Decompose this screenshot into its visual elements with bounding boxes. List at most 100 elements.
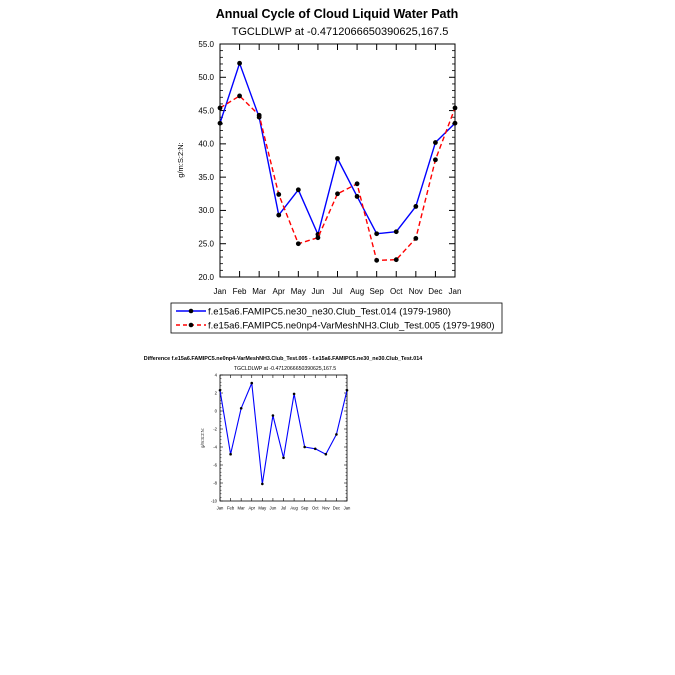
chart1-series-2-point [295, 241, 301, 247]
chart2-y-tick-label: -4 [213, 444, 217, 449]
chart2-x-tick-label: Sep [301, 506, 309, 511]
chart2-y-tick-label: 4 [215, 372, 218, 377]
chart1-series-1-point [295, 187, 301, 193]
chart2-y-tick-label: 0 [215, 408, 218, 413]
chart-annual-cycle: Annual Cycle of Cloud Liquid Water Path … [170, 7, 503, 334]
legend-marker-series-2 [188, 322, 194, 328]
chart2-series-1-point [218, 389, 222, 392]
chart2-x-axis: Jan Feb Mar Apr May Jun Jul Aug Sep Oct Nov Dec Jan [217, 375, 351, 511]
chart1-x-axis: Jan Feb Mar Apr May Jun Jul Aug Sep Oct Nov Dec Jan [214, 44, 462, 296]
chart2-x-tick-label: Mar [238, 506, 246, 511]
chart2-x-tick-label: Jan [217, 506, 224, 511]
chart1-y-tick-label: 55.0 [198, 40, 214, 49]
chart1-series-2-point [256, 112, 262, 118]
chart2-series-1-point [229, 452, 232, 456]
chart1-y-tick-label: 35.0 [198, 173, 214, 182]
chart2-series-1-point [282, 456, 285, 460]
chart1-series-1-point [413, 204, 419, 209]
chart1-series-2-point [335, 191, 340, 197]
chart2-x-tick-label: Aug [290, 506, 298, 511]
chart1-series-2-point [237, 93, 242, 99]
chart1-series-2-point [393, 257, 399, 263]
chart1-x-tick-label: Jul [332, 287, 342, 296]
chart1-legend-frame [170, 302, 503, 334]
chart1-x-tick-label: May [291, 287, 306, 296]
chart2-series-1-point [335, 433, 338, 436]
chart1-series-2-point [433, 157, 438, 163]
chart1-series-1-point [374, 231, 380, 237]
chart1-y-tick-label: 30.0 [198, 206, 214, 215]
chart2-plot-frame [219, 374, 348, 502]
chart2-y-tick-label: 2 [215, 390, 218, 395]
chart2-series-1-point [239, 407, 243, 410]
chart1-series-1-point [433, 140, 438, 145]
chart1-series-1-point [354, 194, 360, 199]
chart2-x-tick-label: Jul [281, 506, 286, 511]
chart1-y-axis-label: g/m:S:2:N: [176, 142, 185, 177]
chart1-x-tick-label: Jun [311, 287, 324, 296]
chart2-x-tick-label: Nov [322, 506, 330, 511]
chart2-y-tick-label: -6 [213, 462, 217, 467]
chart2-y-axis-label: g/m:S:2:N: [200, 428, 205, 448]
chart2-x-tick-label: Oct [312, 506, 319, 511]
chart-difference: Difference f.e15a6.FAMIPC5.ne0np4-VarMes… [144, 356, 422, 511]
chart2-x-tick-label: Jun [270, 506, 277, 511]
chart1-series-1-point [217, 120, 223, 126]
legend-label-series-1: f.e15a6.FAMIPC5.ne30_ne30.Club_Test.014 … [208, 307, 451, 318]
chart2-y-axis: -10 -8 -6 -4 -2 0 2 4 [211, 372, 347, 503]
chart2-x-tick-label: May [258, 506, 267, 511]
chart1-series-1-point [237, 60, 242, 66]
chart1-series [217, 60, 458, 263]
chart1-x-tick-label: Apr [273, 287, 286, 296]
chart2-series-1-point [250, 381, 254, 385]
chart2-series [218, 381, 349, 486]
chart1-x-tick-label: Dec [428, 287, 442, 296]
chart1-x-tick-label: Aug [350, 287, 364, 296]
chart1-y-tick-label: 20.0 [198, 273, 214, 282]
chart2-y-tick-label: -8 [213, 480, 217, 485]
chart2-series-1-point [324, 452, 328, 456]
chart1-series-2-point [452, 105, 458, 111]
chart2-subtitle: TGCLDLWP at -0.4712066650390625,167.5 [234, 366, 336, 372]
chart1-x-tick-label: Jan [449, 287, 462, 296]
chart1-y-tick-label: 40.0 [198, 140, 214, 149]
chart1-legend: f.e15a6.FAMIPC5.ne30_ne30.Club_Test.014 … [170, 302, 503, 334]
chart2-x-tick-label: Feb [227, 506, 235, 511]
chart2-y-tick-label: -2 [213, 426, 217, 431]
chart1-series-2-point [217, 105, 223, 111]
chart1-subtitle: TGCLDLWP at -0.4712066650390625,167.5 [232, 26, 449, 38]
chart2-series-1-point [271, 414, 275, 417]
chart1-series-2-point [354, 181, 360, 187]
chart1-y-tick-label: 50.0 [198, 73, 214, 82]
legend-marker-series-1 [188, 308, 194, 314]
chart1-series-2-point [276, 192, 282, 197]
chart1-x-tick-label: Feb [233, 287, 247, 296]
chart1-x-tick-label: Sep [370, 287, 385, 296]
chart1-series-1-point [393, 229, 399, 235]
chart1-series-line-2 [219, 95, 456, 262]
chart1-series-2-point [315, 235, 321, 241]
chart2-series-1-point [292, 392, 296, 396]
chart1-y-tick-label: 45.0 [198, 106, 214, 115]
legend-label-series-2: f.e15a6.FAMIPC5.ne0np4-VarMeshNH3.Club_T… [208, 321, 495, 332]
chart1-y-axis: 20.0 25.0 30.0 35.0 40.0 45.0 50.0 55.0 [198, 40, 455, 282]
chart2-y-tick-label: -10 [211, 498, 218, 503]
chart2-series-line-1 [219, 382, 348, 485]
chart1-series-2-point [374, 257, 380, 263]
chart1-series-1-point [452, 120, 458, 126]
chart1-x-tick-label: Oct [390, 287, 403, 296]
chart1-x-tick-label: Nov [409, 287, 423, 296]
chart2-series-1-point [313, 447, 317, 451]
chart2-x-tick-label: Dec [333, 506, 340, 511]
chart1-series-2-point [413, 235, 419, 241]
chart2-series-1-point [303, 445, 306, 449]
chart1-title: Annual Cycle of Cloud Liquid Water Path [216, 7, 459, 21]
chart2-title: Difference f.e15a6.FAMIPC5.ne0np4-VarMes… [144, 356, 422, 362]
chart1-series-1-point [335, 156, 340, 161]
chart2-series-1-point [261, 482, 264, 486]
chart1-x-tick-label: Mar [252, 287, 266, 296]
chart1-series-1-point [315, 231, 321, 237]
chart1-series-1-point [276, 212, 282, 218]
chart2-x-tick-label: Jan [344, 506, 351, 511]
